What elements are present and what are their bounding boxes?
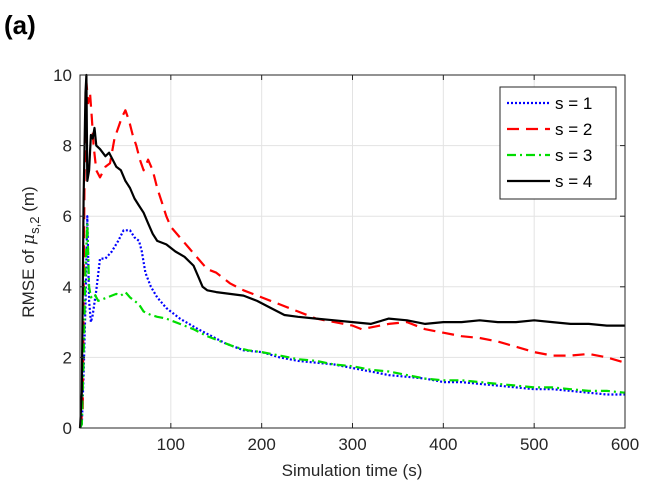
y-tick-label: 8: [63, 137, 72, 156]
legend-label-2: s = 2: [555, 120, 592, 139]
y-axis-label: RMSE of μs,2 (m): [19, 186, 42, 317]
x-tick-label: 100: [157, 435, 185, 454]
legend-entries: s = 1 s = 2 s = 3 s = 4: [507, 94, 592, 191]
x-tick-label: 200: [247, 435, 275, 454]
legend-label-4: s = 4: [555, 172, 592, 191]
x-tick-label: 600: [611, 435, 639, 454]
legend-label-1: s = 1: [555, 94, 592, 113]
x-tick-label: 500: [520, 435, 548, 454]
y-axis-label-symbol: μ: [19, 234, 39, 245]
x-tick-label: 400: [429, 435, 457, 454]
y-axis-label-suffix: (m): [19, 186, 38, 216]
panel-label: (a): [4, 10, 36, 40]
series-line-3: [79, 222, 626, 429]
x-tick-label: 300: [338, 435, 366, 454]
y-tick-label: 4: [63, 278, 72, 297]
axis-ticks: 100 200 300 400 500 600 0 2 4 6 8 10: [53, 66, 639, 454]
y-tick-label: 2: [63, 348, 72, 367]
series-line-4: [78, 73, 625, 429]
series-layer: [78, 73, 626, 429]
series-line-2: [78, 81, 626, 429]
y-tick-label: 6: [63, 207, 72, 226]
y-tick-label: 10: [53, 66, 72, 85]
legend-label-3: s = 3: [555, 146, 592, 165]
y-tick-label: 0: [63, 419, 72, 438]
x-axis-label: Simulation time (s): [282, 461, 423, 480]
y-axis-label-subscript: s,2: [27, 217, 42, 234]
y-axis-label-prefix: RMSE of: [19, 245, 38, 318]
legend: s = 1 s = 2 s = 3 s = 4: [499, 86, 617, 200]
